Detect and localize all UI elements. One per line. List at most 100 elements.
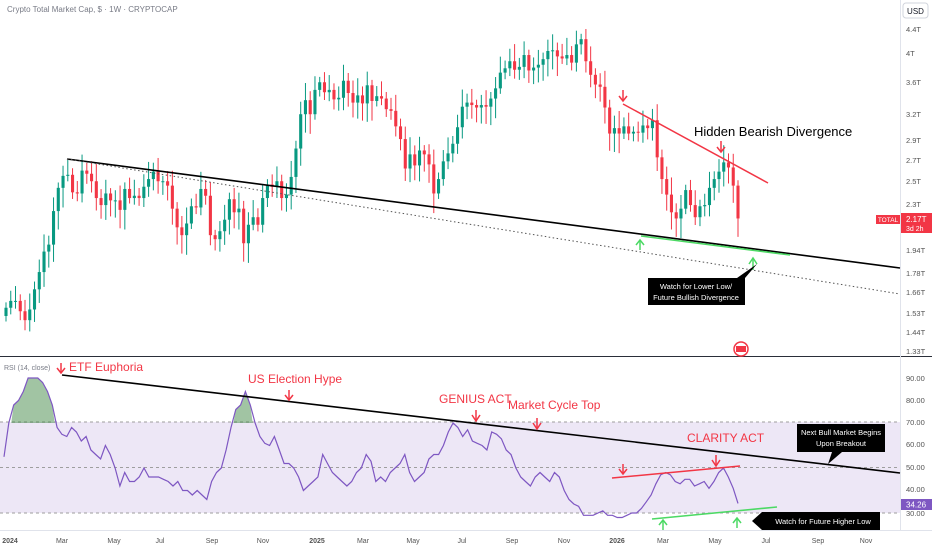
candle-body — [475, 105, 479, 108]
candle-body — [137, 195, 141, 199]
candle-body — [574, 44, 578, 63]
candle-body — [308, 100, 312, 115]
candle-body — [432, 164, 436, 194]
price-axis[interactable]: 4.4T 4T 3.6T 3.2T 2.9T 2.7T 2.5T 2.3T 1.… — [906, 25, 926, 356]
candle-body — [437, 179, 441, 194]
candle-body — [669, 194, 673, 213]
last-price-label[interactable]: TOTAL 2.17T 3d 2h — [876, 213, 932, 233]
hidden-bearish-trendline[interactable] — [622, 103, 769, 184]
next-bull-line1: Next Bull Market Begins — [801, 428, 881, 437]
candle-body — [451, 143, 455, 154]
candle-body — [147, 179, 151, 187]
candle-body — [679, 208, 683, 219]
rsi-last-label[interactable]: 34.26 — [901, 499, 932, 510]
candle-body — [650, 120, 654, 129]
candle-body — [722, 162, 726, 172]
candle-body — [294, 148, 298, 177]
candle-body — [617, 128, 621, 134]
candle-body — [479, 105, 483, 108]
support-trendline[interactable] — [66, 158, 901, 269]
candle-body — [275, 181, 279, 187]
candle-body — [123, 188, 127, 210]
arrow-down-rsi-1 — [618, 464, 628, 476]
price-tick: 3.2T — [906, 110, 921, 119]
next-bull-callout[interactable]: Next Bull Market Begins Upon Breakout — [797, 424, 885, 464]
price-tick: 4.4T — [906, 25, 921, 34]
candle-body — [565, 55, 569, 59]
price-tick: 2.5T — [906, 177, 921, 186]
candle-body — [284, 194, 288, 199]
price-tick: 1.94T — [906, 246, 926, 255]
candle-body — [636, 131, 640, 133]
currency-button[interactable]: USD — [902, 2, 929, 19]
arrow-down-genius — [471, 410, 481, 423]
candle-body — [379, 96, 384, 99]
candle-body — [66, 174, 70, 176]
rsi-overbought-fill — [11, 378, 253, 423]
candle-body — [346, 80, 350, 94]
candle-body — [75, 192, 79, 194]
candle-body — [170, 185, 174, 209]
candle-body — [37, 272, 41, 290]
candle-body — [717, 171, 721, 180]
higher-low-callout[interactable]: Watch for Future Higher Low — [752, 512, 880, 530]
candle-body — [456, 127, 460, 144]
candle-body — [584, 39, 588, 62]
candle-body — [18, 300, 22, 312]
rsi-axis[interactable]: 90.00 80.00 70.00 60.00 50.00 40.00 30.0… — [906, 374, 925, 518]
candle-body — [370, 85, 374, 101]
candle-body — [128, 188, 132, 199]
flag-icon[interactable] — [733, 341, 749, 357]
candle-body — [132, 195, 136, 199]
lower-low-callout[interactable]: Watch for Lower Low/ Future Bullish Dive… — [648, 264, 757, 305]
candle-body — [156, 171, 160, 182]
arrow-down-etf — [56, 363, 66, 375]
time-tick: 2026 — [609, 538, 625, 545]
time-tick: Nov — [558, 538, 571, 545]
candle-body — [589, 61, 593, 75]
candle-body — [470, 102, 474, 106]
time-tick: Mar — [357, 538, 370, 545]
clarity-act-label: CLARITY ACT — [687, 431, 765, 445]
rsi-tick: 50.00 — [906, 463, 925, 472]
candle-body — [204, 188, 208, 196]
candle-body — [213, 235, 217, 240]
arrow-down-cycle-top — [532, 418, 542, 431]
candle-body — [707, 187, 712, 206]
candle-body — [227, 199, 231, 220]
candle-body — [427, 154, 431, 165]
candle-body — [356, 95, 360, 103]
dotted-support-trendline[interactable] — [66, 158, 901, 295]
time-tick: Nov — [860, 538, 873, 545]
candle-body — [218, 231, 222, 240]
candle-body — [422, 150, 426, 155]
rsi-bearish-divergence-line[interactable] — [611, 465, 741, 479]
candle-body — [61, 175, 65, 188]
candle-body — [403, 139, 407, 169]
candle-body — [555, 50, 559, 57]
candle-body — [546, 50, 550, 60]
next-bull-line2: Upon Breakout — [816, 439, 867, 448]
candle-body — [109, 193, 113, 201]
candle-body — [175, 208, 179, 228]
candle-body — [608, 107, 612, 134]
price-tick: 1.78T — [906, 269, 926, 278]
candle-body — [351, 93, 355, 103]
candle-body — [503, 68, 507, 73]
candle-body — [693, 205, 697, 218]
rsi-resistance-trendline[interactable] — [61, 374, 901, 474]
candle-body — [199, 188, 203, 208]
candle-body — [698, 206, 702, 218]
candle-body — [189, 206, 193, 224]
lower-low-watch-line[interactable] — [640, 235, 791, 256]
rsi-tick: 80.00 — [906, 396, 925, 405]
time-tick: 2024 — [2, 538, 18, 545]
arrow-down-clarity — [711, 455, 721, 468]
candle-body — [13, 300, 18, 302]
rsi-higher-low-line[interactable] — [651, 506, 778, 520]
price-tick: 4T — [906, 49, 915, 58]
currency-label: USD — [907, 7, 924, 16]
time-axis[interactable]: 2024 Mar May Jul Sep Nov 2025 Mar May Ju… — [2, 538, 873, 545]
time-tick: Mar — [657, 538, 670, 545]
